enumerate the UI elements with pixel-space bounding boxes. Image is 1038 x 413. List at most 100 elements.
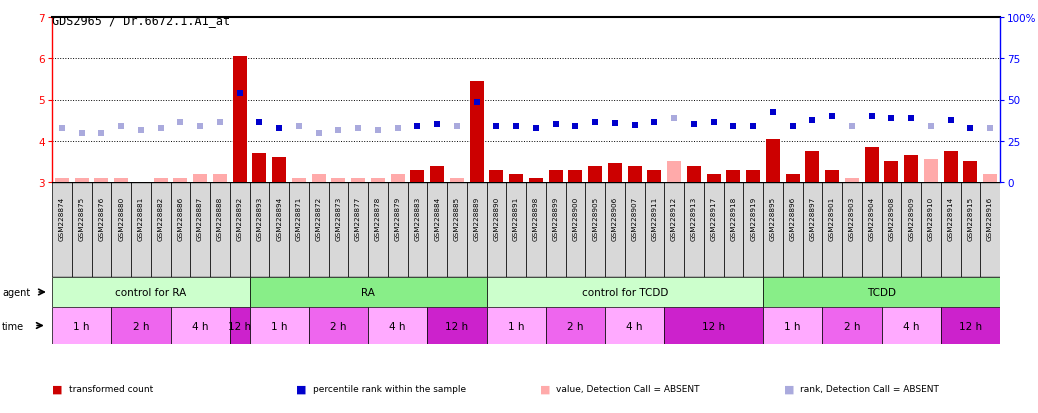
Bar [529,178,543,183]
Text: transformed count: transformed count [69,385,153,394]
Bar [252,154,267,183]
Text: GSM228908: GSM228908 [889,197,895,241]
Bar [687,166,701,183]
Bar [569,170,582,183]
Bar [940,307,1000,344]
Text: ■: ■ [784,384,794,394]
Text: ■: ■ [540,384,550,394]
Text: agent: agent [2,287,30,297]
Bar [980,183,1000,277]
Bar [884,162,898,183]
Text: GSM228909: GSM228909 [908,197,914,241]
Bar [190,183,210,277]
Text: 4 h: 4 h [192,321,209,331]
Bar [723,183,743,277]
Text: GSM228882: GSM228882 [158,197,164,241]
Text: 1 h: 1 h [74,321,90,331]
Text: GSM228871: GSM228871 [296,197,302,241]
Text: 2 h: 2 h [844,321,861,331]
Text: GSM228903: GSM228903 [849,197,855,241]
Bar [684,183,704,277]
Text: rank, Detection Call = ABSENT: rank, Detection Call = ABSENT [800,385,939,394]
Text: GSM228884: GSM228884 [434,197,440,241]
Bar [667,162,681,183]
Bar [249,277,487,307]
Bar [625,183,645,277]
Text: 2 h: 2 h [133,321,149,331]
Bar [151,183,170,277]
Bar [311,174,326,183]
Bar [704,183,723,277]
Bar [52,307,111,344]
Bar [763,183,783,277]
Text: GSM228900: GSM228900 [572,197,578,241]
Bar [664,183,684,277]
Bar [944,152,957,183]
Bar [805,152,819,183]
Text: GSM228880: GSM228880 [118,197,125,241]
Bar [822,307,881,344]
Text: GSM228906: GSM228906 [611,197,618,241]
Bar [510,174,523,183]
Text: GSM228919: GSM228919 [750,197,756,241]
Bar [272,158,286,183]
Text: GSM228891: GSM228891 [513,197,519,241]
Bar [546,183,566,277]
Bar [447,183,467,277]
Text: GSM228876: GSM228876 [99,197,105,241]
Text: GSM228874: GSM228874 [59,197,64,241]
Text: 4 h: 4 h [903,321,920,331]
Bar [229,183,249,277]
Bar [170,183,190,277]
Bar [904,156,918,183]
Text: 1 h: 1 h [271,321,288,331]
Text: GSM228878: GSM228878 [375,197,381,241]
Text: GSM228918: GSM228918 [731,197,736,241]
Text: 1 h: 1 h [785,321,801,331]
Bar [114,178,128,183]
Bar [249,307,308,344]
Text: GSM228877: GSM228877 [355,197,361,241]
Text: GSM228879: GSM228879 [394,197,401,241]
Text: GSM228912: GSM228912 [672,197,677,241]
Bar [645,183,664,277]
Bar [783,183,802,277]
Bar [507,183,526,277]
Bar [428,307,487,344]
Text: GSM228881: GSM228881 [138,197,144,241]
Text: GSM228888: GSM228888 [217,197,223,241]
Bar [921,183,940,277]
Text: time: time [2,321,24,331]
Bar [390,174,405,183]
Bar [487,307,546,344]
Text: GSM228901: GSM228901 [829,197,836,241]
Text: 2 h: 2 h [567,321,583,331]
Bar [154,178,167,183]
Bar [822,183,842,277]
Bar [648,170,661,183]
Text: 1 h: 1 h [508,321,524,331]
Text: GSM228887: GSM228887 [197,197,203,241]
Text: GSM228913: GSM228913 [691,197,696,241]
Bar [865,147,878,183]
Text: TCDD: TCDD [867,287,896,297]
Bar [229,307,249,344]
Bar [94,178,108,183]
Bar [608,164,622,183]
Text: control for RA: control for RA [115,287,187,297]
Text: GDS2965 / Dr.6672.1.A1_at: GDS2965 / Dr.6672.1.A1_at [52,14,230,27]
Bar [881,183,901,277]
Bar [292,178,306,183]
Text: GSM228873: GSM228873 [335,197,342,241]
Text: GSM228895: GSM228895 [770,197,775,241]
Bar [351,178,365,183]
Bar [269,183,289,277]
Bar [845,178,858,183]
Bar [490,170,503,183]
Bar [210,183,229,277]
Text: GSM228872: GSM228872 [316,197,322,241]
Bar [111,183,131,277]
Bar [410,170,425,183]
Text: value, Detection Call = ABSENT: value, Detection Call = ABSENT [556,385,700,394]
Bar [924,160,937,183]
